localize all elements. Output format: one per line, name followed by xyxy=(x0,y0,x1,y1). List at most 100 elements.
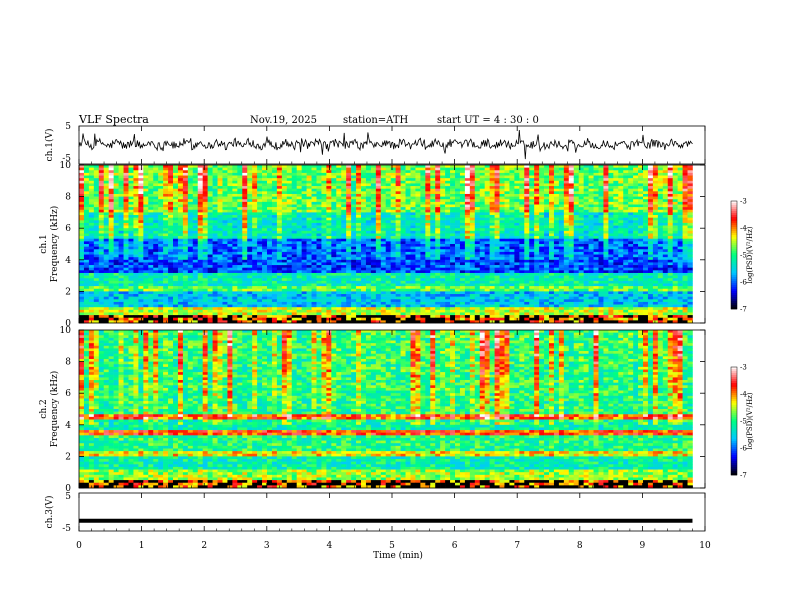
ch1-spec-cell xyxy=(578,212,584,216)
ch1-spec-cell xyxy=(519,230,525,234)
ch1-spec-cell xyxy=(657,220,664,224)
ch1-spec-cell xyxy=(103,244,109,247)
ch1-spec-cell xyxy=(519,193,525,197)
ch1-spec-cell xyxy=(237,251,243,255)
ch1-spec-cell xyxy=(583,225,589,229)
ch1-spec-cell xyxy=(425,246,431,250)
ch1-spec-cell xyxy=(662,196,669,200)
ch1-spec-cell xyxy=(662,215,669,218)
ch1-spec-cell xyxy=(182,244,189,247)
ch1-spec-cell xyxy=(128,241,134,245)
ch1-spec-cell xyxy=(262,217,268,221)
ch1-spec-cell xyxy=(271,267,278,271)
ch1-spec-cell xyxy=(326,186,332,189)
ch1-spec-cell xyxy=(445,238,451,242)
ch1-spec-cell xyxy=(430,217,436,221)
ch1-spec-cell xyxy=(365,246,372,250)
ch1-spec-cell xyxy=(257,222,263,226)
ch1-spec-cell xyxy=(613,175,619,179)
ch1-spec-cell xyxy=(514,204,520,208)
ch1-spec-cell xyxy=(415,172,421,176)
ch1-spec-cell xyxy=(598,167,604,171)
ch1-spec-cell xyxy=(677,178,683,182)
ch1-spec-cell xyxy=(647,172,654,176)
ch1-spec-cell xyxy=(598,209,604,213)
ch1-spec-cell xyxy=(336,267,342,271)
ch1-spec-cell xyxy=(153,180,159,184)
ch1-spec-cell xyxy=(400,241,406,245)
ch1-spec-cell xyxy=(499,167,505,171)
ch1-spec-cell xyxy=(153,186,159,189)
ch1-spec-cell xyxy=(633,249,639,253)
ch1-spec-cell xyxy=(524,196,530,200)
ch1-spec-cell xyxy=(271,207,278,211)
ch1-spec-cell xyxy=(687,254,693,258)
ch1-spec-cell xyxy=(306,201,312,205)
ch1-spec-cell xyxy=(524,228,530,232)
ch1-spec-cell xyxy=(652,180,659,184)
ch1-spec-cell xyxy=(197,201,203,205)
ch1-spec-cell xyxy=(667,191,673,195)
ch1-spec-cell xyxy=(118,222,124,226)
ch1-spec-cell xyxy=(608,199,614,203)
ch1-spec-cell xyxy=(633,228,639,232)
ch1-spec-cell xyxy=(662,204,669,208)
ch1-spec-cell xyxy=(568,254,575,258)
ch1-spec-cell xyxy=(613,180,619,184)
ch1-spec-cell xyxy=(187,199,194,203)
ch1-spec-cell xyxy=(603,196,609,200)
ch1-spec-cell xyxy=(469,207,476,211)
ch1-spec-cell xyxy=(613,191,619,195)
ch1-spec-cell xyxy=(558,207,565,211)
ch1-spec-cell xyxy=(544,212,550,216)
ch1-spec-cell xyxy=(563,241,570,245)
ch1-spec-cell xyxy=(370,183,377,187)
ch1-spec-cell xyxy=(321,222,327,226)
ch1-spec-cell xyxy=(222,215,228,218)
ch1-spec-cell xyxy=(252,265,258,268)
ch1-spec-cell xyxy=(657,204,664,208)
ch1-spec-cell xyxy=(197,215,203,218)
ch1-spec-cell xyxy=(153,204,159,208)
ch1-spec-cell xyxy=(544,233,550,237)
ch1-spec-cell xyxy=(415,251,421,255)
ch1-spec-cell xyxy=(544,165,550,168)
ch1-spec-cell xyxy=(618,249,624,253)
ch1-spec-cell xyxy=(163,188,169,192)
ch1-spec-cell xyxy=(326,230,332,234)
ch1-spec-cell xyxy=(455,233,461,237)
ch1-spec-cell xyxy=(662,236,669,240)
ch1-spec-cell xyxy=(643,201,649,205)
ch1-spec-cell xyxy=(588,246,594,250)
ch1-spec-cell xyxy=(227,217,233,221)
ch1-spec-cell xyxy=(123,193,129,197)
ch1-spec-cell xyxy=(331,241,337,245)
ch1-spec-cell xyxy=(192,262,199,266)
ch1-spec-cell xyxy=(123,220,129,224)
ch1-spec-cell xyxy=(603,204,609,208)
ch1-spec-cell xyxy=(267,188,273,192)
ch1-spec-cell xyxy=(301,201,307,205)
ch1-spec-cell xyxy=(237,262,243,266)
ch1-spec-cell xyxy=(138,265,144,268)
ch1-spec-cell xyxy=(93,233,100,237)
start-time-label: start UT = 4 : 30 : 0 xyxy=(437,115,539,126)
ch1-spec-cell xyxy=(544,215,550,218)
ch1-spec-cell xyxy=(296,183,302,187)
ch1-spec-cell xyxy=(657,225,664,229)
ch1-spec-cell xyxy=(148,267,154,271)
ch1-spec-cell xyxy=(331,207,337,211)
ch1-spec-cell xyxy=(133,265,139,268)
ch1-spec-cell xyxy=(316,178,322,182)
ch1-spec-cell xyxy=(445,212,451,216)
ch1-spec-cell xyxy=(217,238,223,242)
ch1-spec-cell xyxy=(123,204,129,208)
ch1-spec-cell xyxy=(158,170,164,174)
ch1-spec-cell xyxy=(93,175,100,179)
ch1-spec-cell xyxy=(133,249,139,253)
ch1-spec-cell xyxy=(652,257,659,261)
ch1-spec-cell xyxy=(252,257,258,261)
ch1-spec-cell xyxy=(182,233,189,237)
ch1-spec-cell xyxy=(494,220,500,224)
ch1-spec-cell xyxy=(316,254,322,258)
